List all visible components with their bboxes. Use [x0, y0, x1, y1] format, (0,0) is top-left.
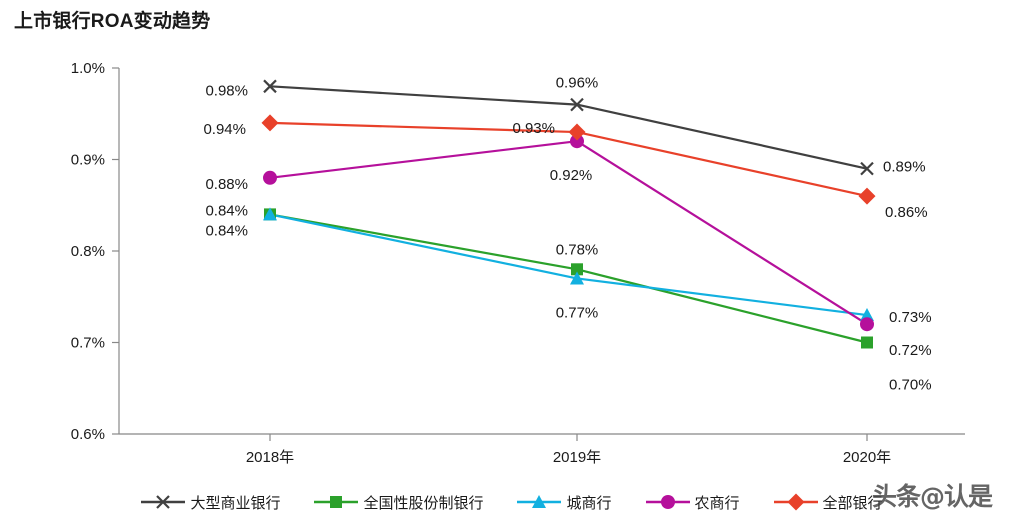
data-value-label: 0.70% [889, 377, 932, 394]
legend-marker-triangle-icon [517, 495, 562, 508]
legend-item-label: 大型商业银行 [190, 494, 281, 512]
x-tick-label: 2018年 [246, 449, 294, 466]
legend-item-3[interactable]: 城商行 [517, 492, 612, 513]
data-point-marker-diamond [261, 114, 279, 132]
legend-item-1[interactable]: 大型商业银行 [141, 492, 280, 513]
legend-item-label: 全国性股份制银行 [363, 494, 484, 512]
series-line [268, 121, 869, 198]
data-point-marker-circle [263, 170, 277, 185]
data-point-marker-triangle [263, 207, 277, 221]
y-tick-label: 0.6% [71, 426, 105, 443]
y-axis-ticks: 1.0% 0.9% 0.8% 0.7% 0.6% [71, 60, 119, 443]
data-point-marker-x [570, 97, 584, 112]
data-value-label: 0.84% [205, 202, 248, 219]
data-point-marker-x [263, 79, 277, 94]
data-value-label: 0.72% [889, 342, 932, 359]
data-value-label: 0.89% [883, 159, 926, 176]
chart-legend: 大型商业银行 全国性股份制银行 城商行 农商行 全部银行 [0, 486, 1024, 518]
legend-item-label: 全部银行 [822, 494, 883, 512]
legend-item-2[interactable]: 全国性股份制银行 [314, 492, 483, 513]
watermark-text: 头条@认是 [872, 482, 993, 511]
data-value-label: 0.98% [205, 82, 248, 99]
y-tick-label: 0.7% [71, 335, 105, 352]
legend-item-label: 农商行 [694, 494, 740, 512]
data-value-label: 0.88% [205, 176, 248, 193]
series-line [268, 85, 869, 170]
data-point-marker-diamond [858, 187, 876, 205]
data-point-marker-x [860, 161, 874, 176]
data-value-label: 0.73% [889, 309, 932, 326]
chart-series [261, 79, 876, 349]
data-point-marker-triangle [860, 308, 874, 322]
legend-marker-x-icon [141, 495, 186, 509]
y-tick-label: 0.8% [71, 243, 105, 260]
legend-marker-circle-icon [645, 495, 690, 509]
data-point-marker-square [861, 336, 873, 349]
data-value-label: 0.92% [550, 167, 593, 184]
y-tick-label: 1.0% [71, 60, 105, 77]
x-tick-label: 2019年 [553, 449, 601, 466]
data-value-label: 0.78% [556, 241, 599, 258]
page-title: 上市银行ROA变动趋势 [14, 11, 211, 32]
data-point-marker-diamond [568, 123, 586, 141]
x-axis-ticks: 2018年 2019年 2020年 [246, 434, 891, 466]
legend-marker-square-icon [314, 496, 359, 508]
y-tick-label: 0.9% [71, 152, 105, 169]
data-point-marker-square [571, 263, 583, 276]
data-point-marker-square [330, 496, 343, 508]
data-point-marker-circle [860, 317, 874, 332]
legend-item-5[interactable]: 全部银行 [773, 492, 883, 513]
data-point-marker-circle [660, 495, 675, 509]
data-value-label: 0.77% [556, 304, 599, 321]
data-point-marker-x [156, 495, 171, 509]
data-point-marker-circle [570, 134, 584, 149]
data-point-marker-triangle [570, 271, 584, 285]
legend-item-4[interactable]: 农商行 [645, 492, 740, 513]
data-value-labels: 0.98% 0.96% 0.89% 0.84% 0.78% 0.70% 0.84% 0.77%… [203, 75, 931, 394]
data-value-label: 0.96% [556, 75, 599, 92]
data-value-label: 0.93% [512, 120, 555, 137]
data-value-label: 0.94% [203, 121, 246, 138]
data-value-label: 0.86% [885, 204, 928, 221]
data-value-label: 0.84% [205, 222, 248, 239]
data-point-marker-triangle [532, 495, 547, 508]
legend-item-label: 城商行 [566, 494, 612, 512]
data-point-marker-diamond [787, 493, 805, 511]
legend-marker-diamond-icon [773, 493, 818, 511]
x-tick-label: 2020年 [843, 449, 891, 466]
